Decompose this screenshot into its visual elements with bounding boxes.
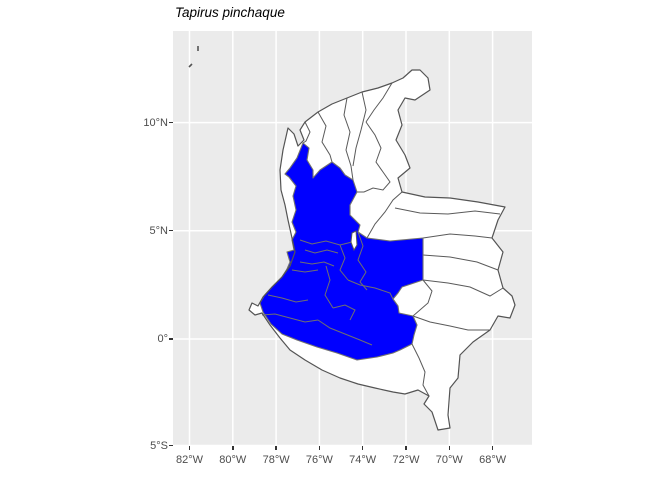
department-border-highlighted: [339, 244, 349, 281]
department-border: [422, 279, 504, 297]
department-border-highlighted: [324, 265, 334, 309]
capital-district-sliver: [350, 230, 358, 252]
department-border-highlighted: [317, 319, 373, 346]
department-border: [394, 207, 501, 215]
x-axis-tick-label: 80°W: [219, 454, 247, 466]
department-border-highlighted: [261, 313, 319, 323]
x-axis-tick-label: 82°W: [175, 454, 204, 466]
y-axis-tick-label: 0°: [157, 333, 168, 345]
x-axis-tick-label: 68°W: [479, 454, 507, 466]
department-border: [343, 97, 354, 181]
x-axis-tick-mark: [405, 446, 407, 450]
y-axis-tick-mark: [169, 121, 173, 124]
y-axis-tick-label: 10°N: [143, 116, 168, 129]
department-border: [317, 111, 333, 163]
y-axis-tick-label: 5°N: [149, 224, 168, 237]
department-border: [412, 279, 433, 317]
colombia-map-svg: [173, 31, 532, 446]
department-border-highlighted: [299, 261, 335, 267]
species-range-region: [259, 142, 424, 361]
x-axis-tick-mark: [361, 446, 364, 450]
country-outline: [248, 69, 516, 431]
department-border: [412, 315, 490, 331]
x-axis-tick-mark: [318, 446, 321, 450]
y-axis-tick-mark: [169, 444, 173, 447]
y-axis-tick-label: 5°S: [150, 439, 168, 452]
department-border: [302, 121, 311, 144]
department-border-highlighted: [347, 279, 394, 300]
department-border: [352, 91, 367, 167]
department-border-highlighted: [304, 249, 339, 254]
department-border: [366, 191, 403, 239]
department-border-highlighted: [267, 294, 309, 303]
x-axis-tick-mark: [232, 446, 234, 450]
department-border: [365, 82, 393, 123]
department-border: [422, 233, 493, 239]
plot-title: Tapirus pinchaque: [175, 5, 285, 20]
x-axis-tick-label: 74°W: [349, 454, 377, 466]
x-axis-tick-label: 72°W: [392, 454, 420, 466]
island-mark: [188, 63, 193, 68]
department-border-highlighted: [291, 269, 319, 273]
x-axis-tick-mark: [275, 446, 277, 450]
department-border-highlighted: [357, 231, 368, 291]
x-axis-tick-mark: [448, 446, 451, 450]
y-axis-tick-mark: [169, 229, 173, 232]
x-axis-tick-mark: [491, 446, 494, 450]
x-axis-tick-label: 70°W: [435, 454, 463, 466]
y-axis-tick-mark: [169, 338, 173, 340]
department-border: [422, 254, 499, 271]
x-axis-tick-label: 76°W: [305, 454, 333, 466]
x-axis-tick-label: 78°W: [262, 454, 290, 466]
department-border: [411, 343, 430, 397]
department-border-highlighted: [332, 304, 356, 321]
plot-panel: [173, 31, 532, 446]
department-border-highlighted: [299, 239, 353, 246]
x-axis-tick-mark: [188, 446, 191, 450]
department-border: [357, 121, 391, 193]
